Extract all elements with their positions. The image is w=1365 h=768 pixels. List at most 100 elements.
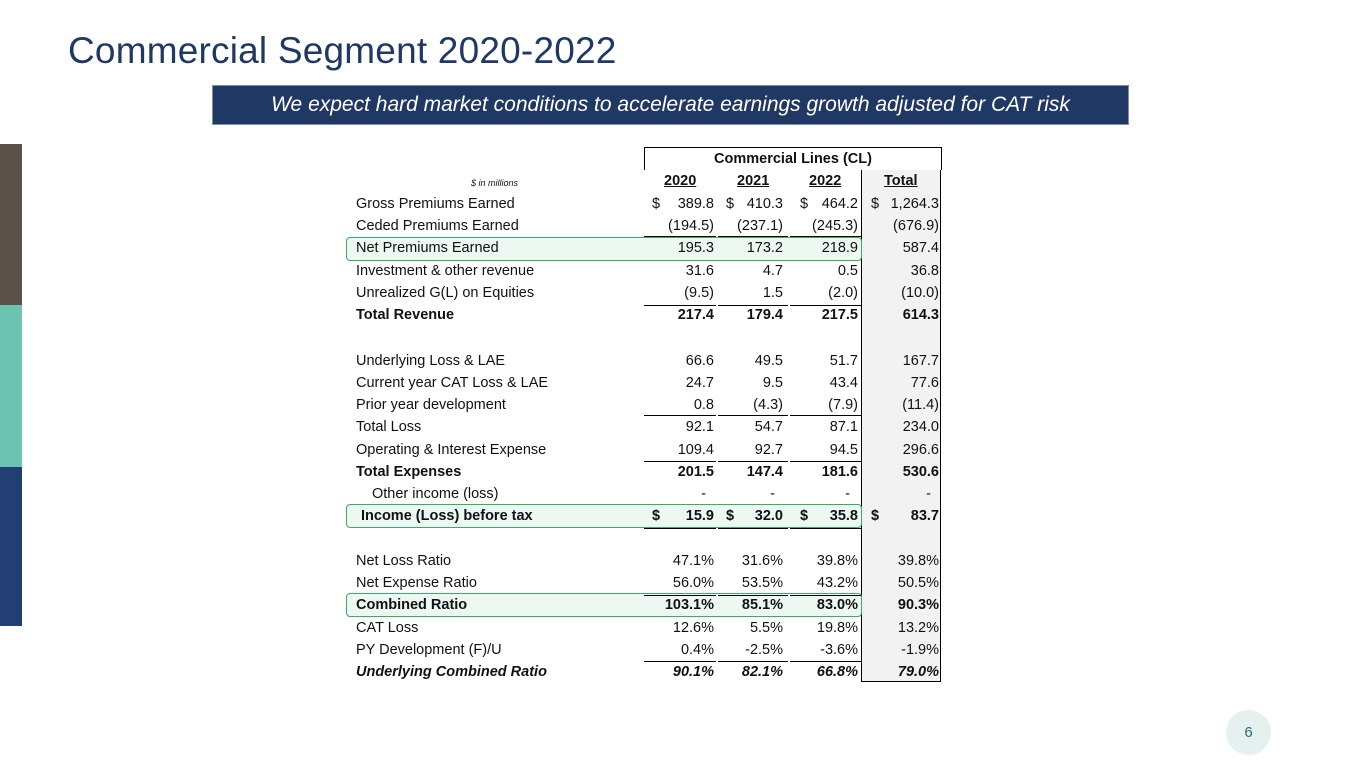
cell-total: 39.8% — [897, 553, 939, 569]
cell-2022: (2.0) — [828, 285, 858, 301]
page-number: 6 — [1226, 710, 1271, 755]
row-label: Investment & other revenue — [356, 263, 535, 279]
row-label: Operating & Interest Expense — [356, 442, 547, 458]
row-label: Total Expenses — [356, 464, 462, 480]
row-label: CAT Loss — [356, 620, 419, 636]
cell-total: 77.6 — [910, 375, 939, 391]
cell-2022: 0.5 — [837, 263, 858, 279]
cell-2022: 51.7 — [829, 353, 858, 369]
row-label: Current year CAT Loss & LAE — [356, 375, 549, 391]
cell-2021: - — [770, 486, 775, 502]
cell-total: 234.0 — [902, 419, 939, 435]
subtotal-rule — [718, 305, 788, 306]
column-header-2021: 2021 — [737, 173, 770, 189]
cell-total: 614.3 — [902, 307, 939, 323]
row-label: Net Expense Ratio — [356, 575, 477, 591]
cell-2020: 66.6 — [685, 353, 714, 369]
cell-2021: 82.1% — [741, 664, 783, 680]
cell-2022: (7.9) — [828, 397, 858, 413]
subtitle-text: We expect hard market conditions to acce… — [271, 93, 1070, 116]
cell-2020: 109.4 — [677, 442, 714, 458]
cell-2020: (9.5) — [684, 285, 714, 301]
table-row-prior-year-development: Prior year development 0.8 (4.3) (7.9) (11.4… — [0, 394, 1365, 416]
group-header: Commercial Lines (CL) — [644, 147, 942, 170]
highlight-income-before-tax — [346, 504, 862, 528]
cell-2022: 218.9 — [821, 240, 858, 256]
column-header-total: Total — [884, 173, 918, 189]
cell-total: 530.6 — [902, 464, 939, 480]
row-label: Combined Ratio — [356, 597, 468, 613]
cell-2020: 92.1 — [685, 419, 714, 435]
table-row-underlying-loss-lae: Underlying Loss & LAE 66.6 49.5 51.7 167.7 — [0, 350, 1365, 372]
cell-2020: 90.1% — [672, 664, 714, 680]
cell-total: (676.9) — [893, 218, 939, 234]
cell-2021: 85.1% — [741, 597, 783, 613]
table-row-net-loss-ratio: Net Loss Ratio 47.1% 31.6% 39.8% 39.8% — [0, 550, 1365, 572]
subtotal-rule — [718, 461, 788, 462]
cell-2020: 31.6 — [685, 263, 714, 279]
row-label: Gross Premiums Earned — [356, 196, 515, 212]
cell-2020: (194.5) — [668, 218, 714, 234]
cell-total: 79.0% — [897, 664, 939, 680]
cell-total: 13.2% — [897, 620, 939, 636]
cell-2021: (4.3) — [753, 397, 783, 413]
cell-2021: 410.3 — [746, 196, 783, 212]
subtotal-rule — [644, 305, 716, 306]
cell-2020: 195.3 — [677, 240, 714, 256]
total-column-shade — [861, 170, 941, 682]
subtotal-rule — [790, 461, 861, 462]
cell-2020: 15.9 — [685, 508, 714, 524]
cell-2020: 217.4 — [677, 307, 714, 323]
table-row-ceded-premiums-earned: Ceded Premiums Earned (194.5) (237.1) (245.… — [0, 215, 1365, 237]
row-label: Ceded Premiums Earned — [356, 218, 519, 234]
cell-total: 90.3% — [897, 597, 939, 613]
subtotal-rule — [790, 305, 861, 306]
subtotal-rule — [790, 236, 861, 237]
cell-total: 83.7 — [910, 508, 939, 524]
subtotal-rule — [644, 528, 716, 529]
cell-total: 1,264.3 — [890, 196, 939, 212]
cell-2020: 0.8 — [693, 397, 714, 413]
cell-2022: 87.1 — [829, 419, 858, 435]
cell-2021: 53.5% — [741, 575, 783, 591]
cell-2020: 56.0% — [672, 575, 714, 591]
highlight-combined-ratio — [346, 593, 862, 617]
currency-symbol: $ — [871, 508, 880, 524]
cell-2020: 201.5 — [677, 464, 714, 480]
currency-symbol: $ — [652, 508, 661, 524]
subtotal-rule — [718, 528, 788, 529]
cell-2020: 103.1% — [664, 597, 714, 613]
table-row-total-expenses: Total Expenses 201.5 147.4 181.6 530.6 — [0, 461, 1365, 483]
cell-total: 167.7 — [902, 353, 939, 369]
subtotal-rule — [718, 661, 788, 662]
cell-2020: 47.1% — [672, 553, 714, 569]
units-note: $ in millions — [471, 178, 519, 188]
row-label: Other income (loss) — [372, 486, 499, 502]
cell-2021: 179.4 — [746, 307, 783, 323]
cell-2022: 66.8% — [816, 664, 858, 680]
cell-2022: 464.2 — [821, 196, 858, 212]
table-row-income-before-tax: Income (Loss) before tax $15.9 $32.0 $35.8 $… — [0, 505, 1365, 527]
table-row-current-year-cat-loss: Current year CAT Loss & LAE 24.7 9.5 43.4 77… — [0, 372, 1365, 394]
currency-symbol: $ — [726, 508, 735, 524]
cell-2021: 1.5 — [762, 285, 783, 301]
row-label: Prior year development — [356, 397, 506, 413]
subtotal-rule — [790, 595, 861, 596]
cell-2021: 92.7 — [754, 442, 783, 458]
cell-2022: 94.5 — [829, 442, 858, 458]
cell-2021: 147.4 — [746, 464, 783, 480]
slide-title: Commercial Segment 2020-2022 — [68, 30, 617, 71]
cell-2020: 24.7 — [685, 375, 714, 391]
table-row-total-loss: Total Loss 92.1 54.7 87.1 234.0 — [0, 416, 1365, 438]
cell-2022: (245.3) — [812, 218, 858, 234]
table-row-combined-ratio: Combined Ratio 103.1% 85.1% 83.0% 90.3% — [0, 594, 1365, 616]
subtotal-rule — [644, 415, 716, 416]
subtitle-banner: We expect hard market conditions to acce… — [212, 85, 1129, 125]
row-label: Total Revenue — [356, 307, 455, 323]
cell-2022: - — [845, 486, 850, 502]
table-row-operating-interest-expense: Operating & Interest Expense 109.4 92.7 94.… — [0, 439, 1365, 461]
cell-2022: 35.8 — [829, 508, 858, 524]
cell-2021: -2.5% — [745, 642, 783, 658]
cell-2021: 4.7 — [762, 263, 783, 279]
currency-symbol: $ — [726, 196, 735, 212]
